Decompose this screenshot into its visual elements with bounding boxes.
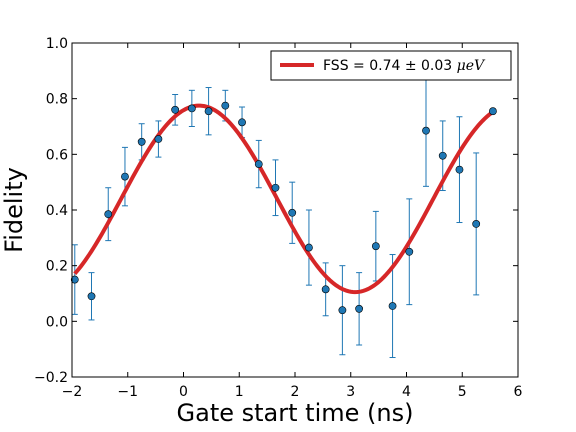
- data-point: [187, 104, 196, 113]
- y-axis-title: Fidelity: [0, 167, 28, 253]
- legend-fit-label-value: FSS = 0.74 ± 0.03: [323, 58, 457, 74]
- y-tick-label: 0.0: [46, 314, 68, 330]
- data-point: [338, 306, 347, 315]
- data-point: [422, 126, 430, 135]
- data-point: [438, 151, 447, 160]
- y-tick-label: 0.2: [46, 259, 68, 275]
- data-point: [87, 292, 96, 301]
- data-point: [221, 101, 230, 110]
- data-point: [104, 210, 113, 219]
- data-point: [154, 135, 163, 143]
- data-point: [137, 137, 146, 146]
- x-tick-label: 4: [402, 384, 411, 400]
- data-point: [472, 220, 481, 228]
- data-point: [121, 172, 129, 181]
- data-point: [455, 165, 464, 174]
- data-point: [355, 304, 364, 313]
- data-point: [238, 118, 246, 127]
- y-tick-label: 0.6: [46, 147, 68, 163]
- data-point: [388, 302, 397, 310]
- data-point: [70, 275, 79, 284]
- data-point: [371, 242, 380, 251]
- x-tick-label: 3: [346, 384, 355, 400]
- y-tick-label: −0.2: [34, 370, 68, 386]
- data-point: [305, 243, 313, 252]
- data-point: [288, 208, 297, 217]
- data-point: [271, 183, 280, 192]
- x-axis-title: Gate start time (ns): [177, 399, 414, 427]
- data-point: [321, 285, 330, 294]
- legend-fit-label-unit: μeV: [457, 58, 486, 74]
- legend: FSS = 0.74 ± 0.03 μeV: [270, 50, 512, 81]
- axis-ticks: −2 −1 0 1 2 3 4 5 6 −0.2 0.0 0.2 0.4 0.6 0.8 1.0: [34, 36, 523, 400]
- x-tick-label: 2: [291, 384, 300, 400]
- x-tick-label: 5: [458, 384, 467, 400]
- y-tick-label: 0.8: [46, 92, 68, 108]
- plot-area: [70, 74, 497, 359]
- x-tick-label: 6: [514, 384, 523, 400]
- x-tick-label: −2: [62, 384, 83, 400]
- data-point: [204, 107, 213, 116]
- x-tick-label: 0: [179, 384, 188, 400]
- legend-fit-label: FSS = 0.74 ± 0.03 μeV: [323, 58, 486, 74]
- x-tick-label: −1: [117, 384, 138, 400]
- y-tick-label: 0.4: [46, 203, 68, 219]
- data-point: [171, 105, 180, 114]
- data-point: [254, 160, 263, 168]
- x-tick-label: 1: [235, 384, 244, 400]
- data-point: [489, 107, 497, 116]
- fit-curve: [73, 103, 495, 295]
- y-tick-label: 1.0: [46, 36, 68, 52]
- data-point: [405, 247, 414, 256]
